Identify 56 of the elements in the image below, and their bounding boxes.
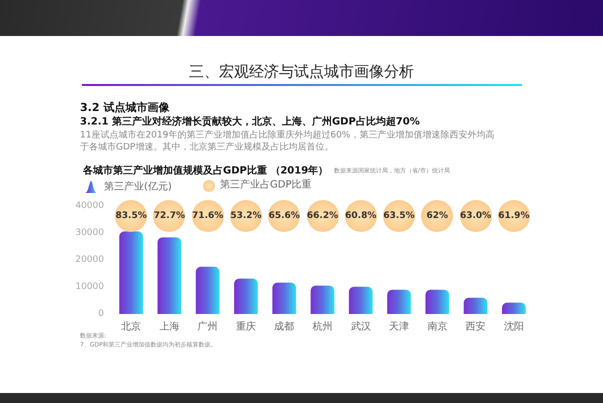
circle-badge: 65.6% [268, 200, 300, 232]
circle-badge: 63.5% [383, 200, 416, 232]
text: 第三产业占GDP比重 [220, 178, 312, 190]
bar [387, 290, 411, 314]
circle-badge: 66.2% [306, 200, 338, 232]
bar [310, 286, 334, 314]
x-tick-label: 天津 [389, 320, 410, 332]
circle-badge: 62% [421, 200, 454, 232]
annotation: 53.2% [230, 211, 262, 221]
x-tick-label: 重庆 [236, 320, 256, 332]
text: 三、宏观经济与试点城市画像分析 [189, 62, 414, 80]
y-tick-label: 20000 [75, 255, 104, 265]
bar [234, 278, 258, 314]
x-tick-label: 杭州 [312, 320, 332, 332]
circle-badge: 63.0% [460, 200, 492, 232]
annotation: 63.5% [383, 211, 415, 221]
annotation: 83.5% [116, 211, 147, 221]
bar [464, 298, 488, 314]
bar [348, 286, 373, 314]
y-tick-label: 30000 [75, 228, 104, 238]
bar [502, 302, 526, 314]
annotation: 72.7% [154, 211, 186, 221]
x-tick-label: 西安 [466, 320, 486, 332]
x-tick-label: 上海 [159, 320, 180, 332]
circle-badge: 53.2% [230, 200, 262, 232]
bar [272, 282, 296, 314]
text: 3.2 试点城市画像 [80, 101, 170, 114]
y-tick-label: 0 [98, 309, 104, 319]
chart-title: 各城市第三产业增加值规模及占GDP比重 （2019年） [82, 164, 328, 176]
x-tick-label: 广州 [198, 320, 218, 332]
annotation: 63.0% [460, 211, 492, 221]
x-tick-label: 北京 [121, 320, 142, 332]
annotation: 71.6% [192, 211, 224, 221]
annotation: 65.6% [268, 211, 300, 221]
circle-badge: 60.8% [344, 200, 377, 232]
legend-label: 第三产业(亿元) [104, 180, 172, 192]
annotation: 62% [426, 211, 448, 221]
circle-badge: 83.5% [115, 200, 148, 232]
circle-badge: 61.9% [498, 200, 530, 232]
x-tick-label: 武汉 [350, 320, 371, 332]
text: 11座试点城市在2019年的第三产业增加值占比除重庆外均超过60%，第三产业增加值增速除西安外均高 [80, 130, 494, 140]
circle-badge: 71.6% [192, 200, 224, 232]
bar [158, 237, 182, 314]
y-tick-label: 40000 [75, 201, 104, 211]
text: 3.2.1 第三产业对经济增长贡献较大，北京、上海、广州GDP占比均超70% [80, 116, 420, 128]
x-tick-label: 南京 [427, 320, 448, 332]
annotation: 61.9% [498, 211, 530, 221]
x-tick-label: 沈阳 [504, 320, 524, 332]
x-tick-label: 成都 [274, 320, 294, 332]
bar [425, 290, 450, 314]
y-tick-label: 10000 [75, 282, 104, 292]
bar [196, 266, 220, 314]
annotation: 60.8% [345, 211, 376, 221]
annotation: 66.2% [306, 211, 338, 221]
text: 于各城市GDP增速。其中，北京第三产业规模及占比均居首位。 [80, 142, 334, 152]
circle-badge: 72.7% [153, 200, 186, 232]
